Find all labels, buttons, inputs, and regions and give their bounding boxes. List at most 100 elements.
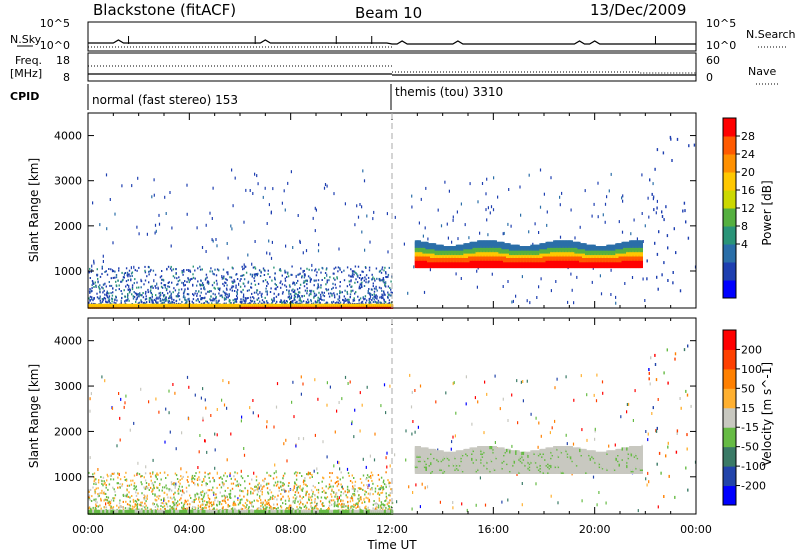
range-cell: [155, 301, 157, 304]
range-cell: [110, 292, 112, 294]
range-cell: [114, 276, 116, 279]
range-cell: [240, 278, 242, 280]
range-cell: [591, 280, 593, 284]
range-cell: [349, 293, 352, 296]
range-cell: [230, 224, 232, 228]
range-cell: [354, 270, 356, 273]
range-cell: [276, 285, 279, 288]
range-cell: [252, 296, 254, 298]
range-cell: [353, 299, 356, 302]
range-cell: [171, 281, 173, 284]
range-cell: [266, 285, 268, 287]
range-cell: [350, 280, 352, 283]
nsky-traces: [88, 36, 696, 48]
range-cell: [378, 270, 381, 273]
range-cell: [280, 299, 282, 302]
range-cell: [651, 192, 653, 196]
range-cell: [88, 303, 92, 307]
range-cell: [167, 303, 171, 307]
range-cell: [372, 285, 374, 288]
range-cell: [367, 304, 371, 309]
range-cell: [389, 287, 391, 289]
range-cell: [198, 450, 200, 454]
range-cell: [127, 279, 129, 282]
range-cell: [321, 279, 323, 281]
range-cell: [112, 276, 114, 279]
range-cell: [310, 303, 315, 307]
range-cell: [457, 237, 459, 241]
range-cell: [88, 304, 92, 309]
range-cell: [243, 293, 245, 297]
range-cell: [176, 283, 178, 286]
range-cell: [244, 302, 246, 305]
range-cell: [318, 301, 320, 304]
range-cell: [373, 298, 376, 301]
range-cell: [359, 297, 362, 300]
range-cell: [227, 271, 229, 274]
range-cell: [205, 277, 207, 280]
range-cell: [138, 232, 140, 236]
range-cell: [383, 304, 388, 309]
range-cell: [308, 268, 310, 271]
range-cell: [349, 303, 353, 307]
range-cell: [118, 304, 122, 309]
range-cell: [324, 277, 326, 279]
range-cell: [136, 297, 138, 300]
range-cell: [217, 300, 219, 303]
range-cell: [206, 276, 208, 279]
range-cell: [167, 300, 169, 303]
range-cell: [682, 209, 684, 213]
range-cell: [290, 170, 292, 174]
range-cell: [382, 278, 384, 281]
range-cell: [672, 281, 674, 285]
range-cell: [137, 302, 140, 305]
range-cell: [120, 303, 124, 307]
range-cell: [361, 277, 363, 280]
range-cell: [351, 270, 354, 273]
range-cell: [310, 300, 312, 303]
range-cell: [317, 296, 319, 299]
range-cell: [99, 291, 101, 294]
range-cell: [148, 297, 151, 300]
range-cell: [305, 300, 308, 303]
range-cell: [381, 268, 383, 271]
range-cell: [376, 289, 378, 292]
range-cell: [242, 295, 245, 298]
range-cell: [195, 299, 197, 302]
range-cell: [136, 286, 138, 289]
range-cell: [546, 210, 548, 214]
range-cell: [347, 303, 351, 307]
range-cell: [446, 222, 448, 226]
range-cell: [294, 303, 298, 307]
range-cell: [383, 303, 388, 307]
range-cell: [164, 284, 166, 287]
range-cell: [356, 273, 358, 276]
range-cell: [383, 292, 385, 295]
range-cell: [300, 300, 302, 303]
range-cell: [148, 270, 150, 273]
range-cell: [128, 304, 132, 309]
range-cell: [139, 292, 141, 295]
range-cell: [424, 226, 426, 230]
range-cell: [127, 275, 129, 278]
range-cell: [274, 304, 278, 309]
range-cell: [600, 292, 603, 296]
range-cell: [149, 296, 152, 299]
range-cell: [222, 268, 225, 271]
range-cell: [313, 296, 315, 299]
range-cell: [229, 299, 231, 302]
range-cell: [610, 293, 612, 296]
power-marks: [88, 135, 697, 309]
range-cell: [171, 301, 174, 303]
range-cell: [223, 303, 227, 307]
range-cell: [226, 284, 228, 287]
range-cell: [222, 282, 224, 285]
range-cell: [124, 300, 126, 303]
range-cell: [311, 269, 313, 272]
range-cell: [379, 296, 381, 299]
range-cell: [284, 269, 286, 272]
range-cell: [287, 296, 289, 299]
range-cell: [358, 285, 361, 288]
cpid-mode-1: normal (fast stereo) 153: [92, 93, 238, 107]
